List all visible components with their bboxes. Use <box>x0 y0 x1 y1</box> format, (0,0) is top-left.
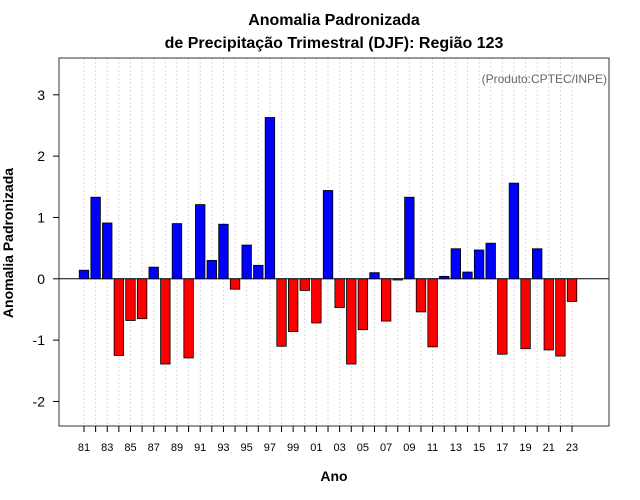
x-tick-label: 19 <box>519 442 531 454</box>
bar-81 <box>78 269 90 280</box>
bar-91 <box>195 204 206 280</box>
chart-title: Anomalia Padronizada <box>248 12 420 29</box>
bar-12 <box>439 275 450 280</box>
bar-00 <box>299 278 310 291</box>
x-tick-label: 83 <box>101 442 113 454</box>
credit-label: (Produto:CPTEC/INPE) <box>482 72 607 86</box>
x-tick-label: 21 <box>543 442 555 454</box>
bar-86 <box>136 278 148 320</box>
x-tick-label: 05 <box>357 442 369 454</box>
bar-06 <box>369 272 380 280</box>
y-tick-label: -1 <box>33 332 46 348</box>
bar-02 <box>322 190 334 280</box>
bar-22 <box>555 278 566 357</box>
x-axis-ticks: 81 83 85 87 89 91 93 95 97 99 01 03 05 07 09 11 13 15 17 19… <box>78 426 578 454</box>
x-tick-label: 11 <box>427 442 438 454</box>
x-tick-label: 23 <box>566 442 578 454</box>
bar-01 <box>311 278 322 324</box>
x-tick-label: 81 <box>78 442 90 454</box>
bar-20 <box>532 248 543 280</box>
bar-96 <box>253 264 264 280</box>
y-tick-label: -2 <box>33 393 46 409</box>
bar-82 <box>90 196 101 280</box>
y-tick-label: 0 <box>37 271 45 287</box>
bar-09 <box>404 196 415 280</box>
x-tick-label: 13 <box>450 442 462 454</box>
x-tick-label: 01 <box>310 442 322 454</box>
bar-97 <box>264 117 276 280</box>
bar-93 <box>218 223 229 280</box>
bar-11 <box>427 278 438 348</box>
bar-07 <box>380 278 392 322</box>
bar-94 <box>229 278 241 290</box>
y-tick-label: 2 <box>37 148 45 164</box>
bar-14 <box>462 271 473 280</box>
bar-21 <box>543 278 554 351</box>
bar-90 <box>183 278 194 359</box>
bar-19 <box>520 278 531 350</box>
x-tick-label: 15 <box>473 442 485 454</box>
x-axis-label: Ano <box>320 468 347 484</box>
bar-04 <box>346 278 357 365</box>
bars <box>78 117 578 365</box>
x-tick-label: 97 <box>264 442 276 454</box>
bar-98 <box>276 278 287 347</box>
x-tick-label: 89 <box>171 442 183 454</box>
bar-89 <box>171 223 183 280</box>
bar-92 <box>206 259 217 280</box>
plot-frame <box>58 57 610 427</box>
x-tick-label: 91 <box>194 442 206 454</box>
bar-16 <box>485 242 496 280</box>
bar-85 <box>125 278 136 321</box>
x-tick-label: 93 <box>217 442 229 454</box>
y-tick-label: 1 <box>37 209 45 225</box>
y-tick-label: 3 <box>37 87 45 103</box>
bar-15 <box>473 249 485 280</box>
bar-13 <box>450 248 461 280</box>
x-tick-label: 09 <box>403 442 415 454</box>
bar-08 <box>392 278 403 281</box>
x-tick-label: 85 <box>124 442 136 454</box>
x-tick-label: 99 <box>287 442 299 454</box>
bar-10 <box>415 278 427 313</box>
bar-88 <box>160 278 171 365</box>
bar-05 <box>357 278 369 331</box>
y-axis-label: Anomalia Padronizada <box>0 168 16 318</box>
bar-87 <box>148 266 159 280</box>
chart-subtitle: de Precipitação Trimestral (DJF): Região… <box>165 35 504 52</box>
bar-23 <box>566 278 578 302</box>
bar-03 <box>334 278 345 309</box>
bar-95 <box>241 244 252 280</box>
x-tick-label: 87 <box>148 442 160 454</box>
bar-84 <box>113 278 125 356</box>
bar-18 <box>508 182 520 280</box>
x-tick-label: 07 <box>380 442 392 454</box>
x-tick-label: 17 <box>496 442 508 454</box>
bar-17 <box>497 278 508 355</box>
bar-99 <box>288 278 299 332</box>
y-axis-ticks: -2 -1 0 1 2 3 <box>33 87 59 409</box>
x-tick-label: 95 <box>241 442 253 454</box>
bar-83 <box>102 222 113 280</box>
x-tick-label: 03 <box>334 442 346 454</box>
